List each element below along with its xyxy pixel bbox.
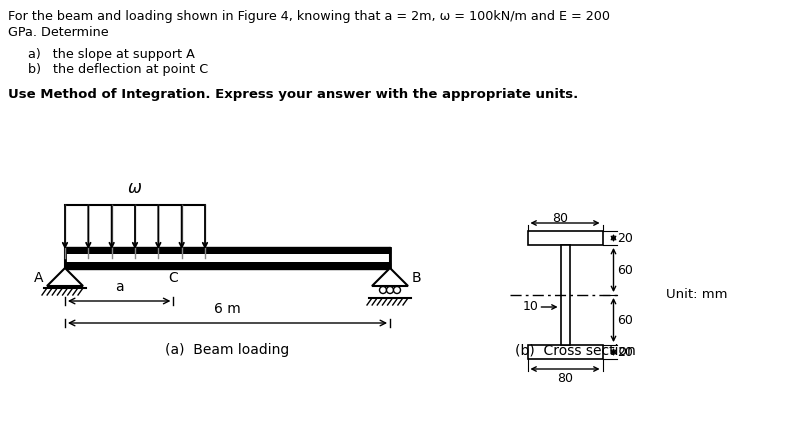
Text: C: C [169, 271, 178, 285]
Bar [65, 248, 390, 268]
Bar [65, 262, 390, 268]
Text: For the beam and loading shown in Figure 4, knowing that a = 2m, ω = 100kN/m and: For the beam and loading shown in Figure… [8, 10, 610, 23]
Text: b)   the deflection at point C: b) the deflection at point C [28, 63, 208, 76]
Text: 80: 80 [557, 372, 573, 385]
Bar [65, 248, 390, 254]
Text: (b)  Cross section: (b) Cross section [515, 343, 635, 357]
Text: 20: 20 [618, 346, 633, 358]
Circle shape [386, 287, 393, 294]
Text: 10: 10 [523, 301, 539, 313]
Circle shape [393, 287, 400, 294]
Text: B: B [412, 271, 422, 285]
Text: a: a [115, 280, 123, 294]
Bar [528, 231, 603, 245]
Text: (a)  Beam loading: (a) Beam loading [166, 343, 290, 357]
Text: A: A [34, 271, 43, 285]
Text: a)   the slope at support A: a) the slope at support A [28, 48, 195, 61]
Text: 80: 80 [552, 212, 568, 225]
Text: GPa. Determine: GPa. Determine [8, 26, 108, 39]
Text: Unit: mm: Unit: mm [666, 288, 727, 302]
FancyBboxPatch shape [65, 248, 390, 268]
Text: 20: 20 [618, 232, 633, 244]
Text: 60: 60 [618, 264, 633, 277]
Text: Use Method of Integration. Express your answer with the appropriate units.: Use Method of Integration. Express your … [8, 88, 579, 101]
Bar [528, 345, 603, 359]
Text: $\omega$: $\omega$ [127, 180, 143, 197]
Polygon shape [47, 268, 83, 286]
Circle shape [379, 287, 386, 294]
Bar [560, 245, 569, 345]
Text: 60: 60 [618, 313, 633, 326]
Text: 6 m: 6 m [214, 302, 241, 316]
Polygon shape [372, 268, 408, 286]
